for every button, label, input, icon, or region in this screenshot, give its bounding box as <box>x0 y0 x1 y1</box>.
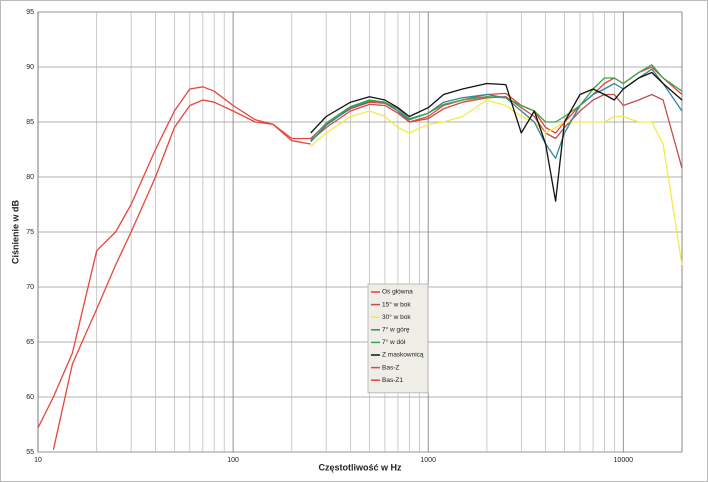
y-tick-label: 60 <box>26 394 34 401</box>
y-tick-label: 65 <box>26 339 34 346</box>
legend-label: Bas-Z1 <box>382 377 403 384</box>
y-tick-label: 85 <box>26 119 34 126</box>
y-axis-title: Ciśnienie w dB <box>10 199 20 264</box>
series-line <box>37 86 311 429</box>
y-tick-label: 55 <box>26 449 34 456</box>
legend-label: Oś główna <box>382 289 413 296</box>
x-tick-label: 100 <box>227 457 239 464</box>
series-line <box>310 64 683 141</box>
legend-label: Bas-Z <box>382 364 399 371</box>
series-line <box>52 99 311 450</box>
legend-box <box>367 283 429 394</box>
series-line <box>310 99 683 266</box>
y-tick-label: 80 <box>26 174 34 181</box>
legend-label: 7° w górę <box>382 326 410 334</box>
x-tick-label: 10 <box>34 457 42 464</box>
legend-label: 15° w bok <box>382 300 411 308</box>
y-tick-label: 95 <box>26 9 34 16</box>
x-tick-label: 10000 <box>614 457 634 464</box>
legend-label: 30° w bok <box>382 313 411 321</box>
y-tick-label: 90 <box>26 64 34 71</box>
series-line <box>310 71 683 202</box>
x-tick-label: 1000 <box>420 457 436 464</box>
y-tick-label: 75 <box>26 229 34 236</box>
y-tick-label: 70 <box>26 284 34 291</box>
legend-label: Z maskownicą <box>382 352 424 359</box>
legend-label: 7° w dół <box>382 338 406 346</box>
x-axis-title: Częstotliwość w Hz <box>318 462 402 472</box>
series-line <box>310 93 683 169</box>
